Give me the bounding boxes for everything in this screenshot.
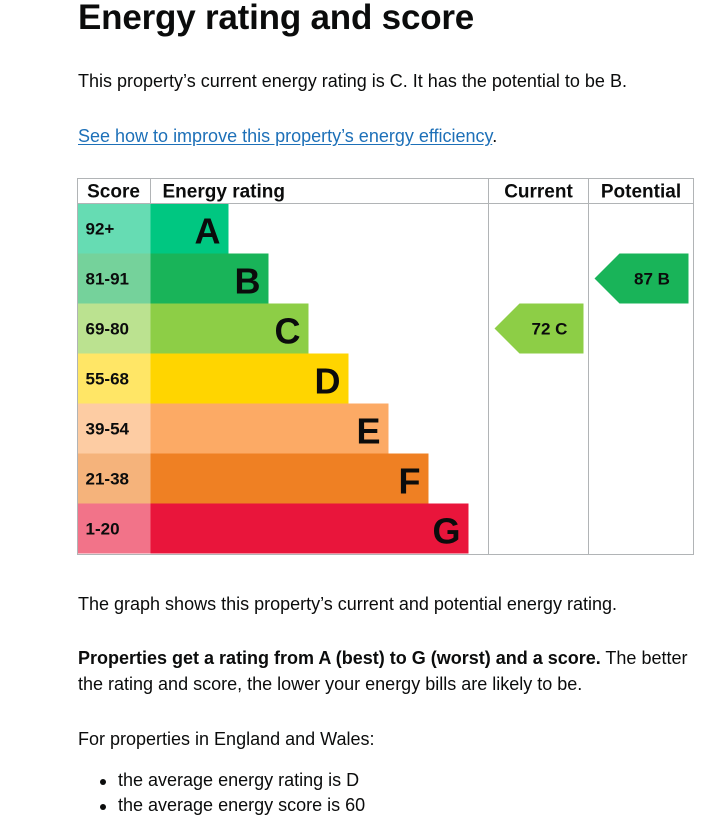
- graph-caption: The graph shows this property’s current …: [78, 594, 617, 614]
- page-title: Energy rating and score: [78, 0, 475, 37]
- rating-bar: [150, 253, 269, 304]
- score-cell: [77, 253, 151, 304]
- header-potential: Potential: [601, 182, 681, 203]
- score-cell: [77, 303, 151, 354]
- score-range-label: 92+: [86, 220, 115, 239]
- rating-bar: [150, 453, 429, 504]
- chart-border: [77, 178, 694, 555]
- score-range-label: 55-68: [86, 370, 129, 389]
- improve-link-suffix: .: [492, 126, 498, 146]
- improve-paragraph: See how to improve this property’s energ…: [78, 123, 703, 149]
- rating-bar: [150, 403, 389, 454]
- score-cell: [77, 403, 151, 454]
- score-range-label: 39-54: [86, 420, 130, 439]
- header-current: Current: [504, 182, 573, 203]
- average-list: the average energy rating is D the avera…: [78, 768, 365, 818]
- rating-band-letter: A: [195, 211, 221, 252]
- score-range-label: 69-80: [86, 320, 129, 339]
- rating-explanation-bold: Properties get a rating from A (best) to…: [78, 648, 601, 668]
- rating-band-letter: F: [399, 461, 421, 502]
- potential-rating-arrow: [594, 253, 689, 304]
- rating-bar: [150, 353, 349, 404]
- energy-rating-chart: Score Energy rating Current Potential 92+ A 81…: [77, 178, 694, 556]
- region-text: For properties in England and Wales:: [78, 729, 375, 749]
- list-item: the average energy score is 60: [78, 793, 365, 818]
- current-rating-arrow: [494, 303, 584, 354]
- current-rating-label: 72 C: [532, 320, 568, 339]
- rating-band-letter: D: [315, 361, 341, 402]
- rating-explanation-text: The better the rating and score, the low…: [78, 648, 688, 694]
- rating-bar: [150, 203, 229, 254]
- score-cell: [77, 453, 151, 504]
- score-cell: [77, 503, 151, 554]
- header-score: Score: [87, 182, 140, 203]
- score-range-label: 81-91: [86, 270, 129, 289]
- potential-rating-label: 87 B: [634, 270, 670, 289]
- header-energy-rating: Energy rating: [163, 182, 285, 203]
- improve-efficiency-link[interactable]: See how to improve this property’s energ…: [78, 126, 493, 146]
- rating-bar: [150, 303, 309, 354]
- score-range-label: 21-38: [86, 470, 129, 489]
- intro-text: This property’s current energy rating is…: [78, 71, 627, 91]
- score-cell: [77, 353, 151, 404]
- energy-rating-graph: Score Energy rating Current Potential 92+ A 81…: [77, 178, 694, 555]
- rating-band-letter: E: [356, 411, 380, 452]
- rating-bar: [150, 503, 469, 554]
- rating-band-letter: G: [432, 511, 460, 552]
- list-item: the average energy rating is D: [78, 768, 365, 793]
- rating-band-letter: C: [275, 311, 301, 352]
- score-range-label: 1-20: [86, 520, 120, 539]
- score-cell: [77, 203, 151, 254]
- rating-band-letter: B: [235, 261, 261, 302]
- rating-explanation: Properties get a rating from A (best) to…: [78, 645, 703, 697]
